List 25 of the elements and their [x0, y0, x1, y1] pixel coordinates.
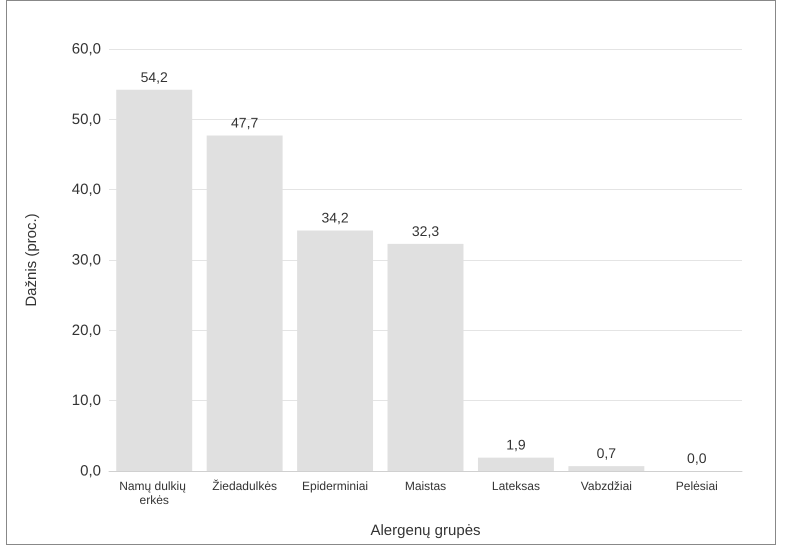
y-axis-title: Dažnis (proc.): [23, 213, 40, 307]
y-tick-label: 20,0: [72, 322, 101, 339]
data-label: 0,7: [596, 445, 616, 462]
y-tick-label: 40,0: [72, 181, 101, 198]
y-tick-label: 50,0: [72, 110, 101, 128]
data-label: 1,9: [506, 436, 526, 453]
data-label: 34,2: [321, 209, 349, 226]
data-label: 47,7: [231, 114, 258, 131]
x-tick-label: Pelėsiai: [676, 479, 718, 493]
y-tick-label: 30,0: [72, 252, 101, 268]
data-label: 0,0: [687, 450, 707, 466]
bar: [478, 458, 554, 471]
x-tick-label: Epiderminiai: [302, 479, 368, 493]
x-tick-label: Vabzdžiai: [580, 479, 632, 493]
x-tick-label: Žiedadulkės: [212, 479, 277, 493]
y-tick-label: 0,0: [80, 462, 101, 480]
bar: [568, 466, 644, 471]
x-tick-label: Lateksas: [492, 479, 540, 493]
y-tick-label: 60,0: [72, 40, 101, 58]
data-label: 54,2: [140, 68, 168, 85]
x-axis-title: Alergenų grupės: [370, 522, 481, 539]
y-tick-label: 10,0: [72, 392, 101, 410]
data-label: 32,3: [412, 222, 440, 239]
x-tick-label: Namų dulkių erkės: [119, 479, 190, 507]
x-tick-label: Maistas: [404, 479, 446, 493]
